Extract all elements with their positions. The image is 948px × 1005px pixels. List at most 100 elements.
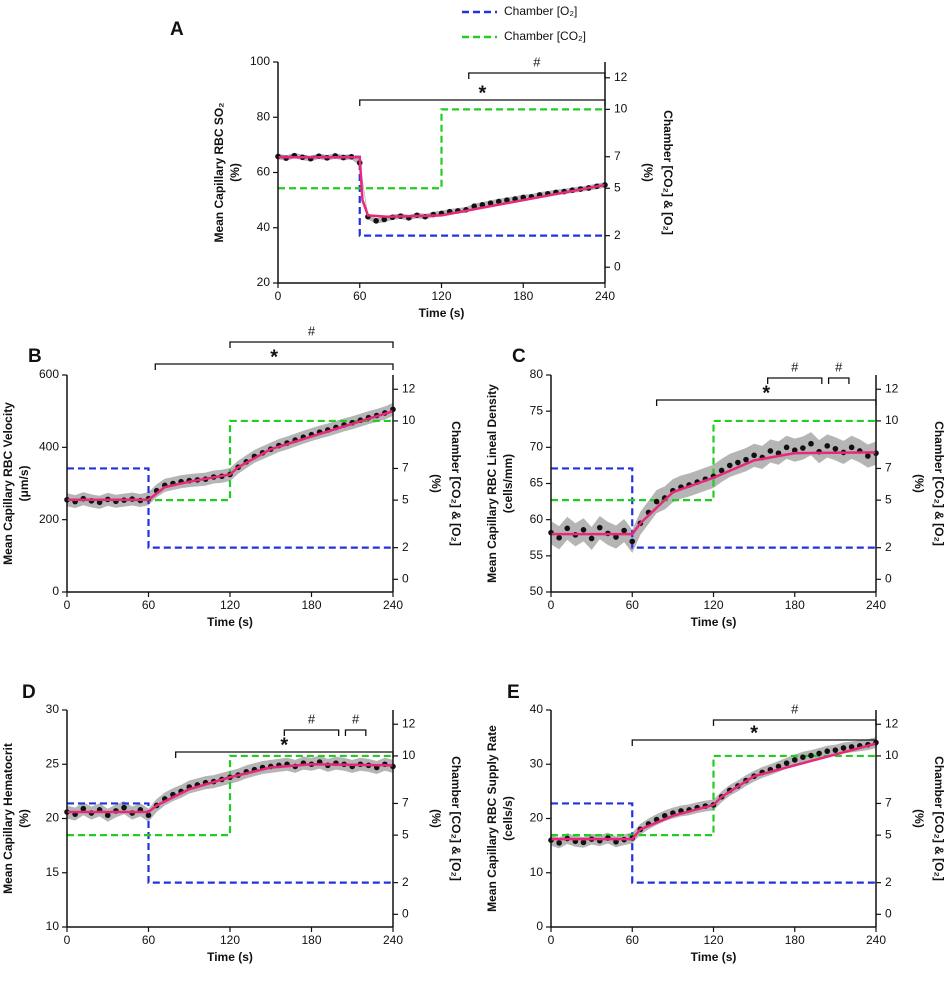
data-point — [564, 525, 571, 532]
panel-label: C — [512, 346, 526, 367]
y2-tick-label: 2 — [402, 540, 409, 554]
fit-line — [67, 762, 394, 814]
fit-line — [551, 451, 877, 536]
data-point — [653, 498, 660, 505]
y2-tick-label: 12 — [885, 716, 899, 730]
data-point — [613, 534, 619, 540]
y2-tick-label: 5 — [402, 827, 409, 841]
data-point — [104, 812, 111, 819]
panel-4: E 0 60 120 180 240 0 10 20 30 40 0 2 5 7 10 12 Time (s) Me… — [485, 682, 946, 964]
data-point — [783, 444, 790, 451]
x-tick-label: 180 — [301, 598, 321, 612]
significance-label: * — [750, 722, 758, 744]
chamber-line — [551, 754, 876, 837]
error-band — [67, 402, 393, 509]
x-tick-label: 180 — [785, 598, 805, 612]
significance-bracket — [655, 399, 877, 406]
significance-bracket — [283, 729, 340, 736]
y-axis-title: (%) — [228, 163, 242, 182]
panel-label: E — [507, 682, 520, 703]
chamber-line — [551, 419, 876, 502]
y2-axis-title: Chamber [CO₂] & [O₂] — [932, 421, 946, 546]
x-tick-label: 60 — [142, 598, 156, 612]
data-point — [487, 200, 494, 206]
y-tick-label: 40 — [530, 702, 544, 716]
data-point — [556, 840, 562, 846]
y2-tick-label: 2 — [402, 875, 409, 889]
x-tick-label: 0 — [64, 598, 71, 612]
error-band — [551, 432, 876, 553]
chamber-line — [67, 467, 393, 549]
chamber-line — [278, 108, 605, 190]
significance-label: # — [352, 711, 360, 726]
data-point — [848, 744, 855, 750]
y-tick-label: 10 — [530, 865, 544, 879]
y-axis-title: (cells/s) — [501, 796, 515, 841]
data-point — [800, 754, 806, 760]
y2-tick-label: 7 — [614, 149, 621, 163]
y-tick-label: 20 — [530, 811, 544, 825]
significance-bracket — [154, 363, 394, 370]
data-point — [613, 839, 619, 845]
y2-axis-title: (%) — [912, 809, 926, 828]
data-point — [800, 445, 806, 451]
data-point — [808, 752, 814, 759]
data-point — [726, 462, 733, 469]
y-axis-title: (μm/s) — [17, 465, 31, 501]
significance-label: * — [762, 382, 770, 404]
y-tick-label: 20 — [257, 275, 271, 289]
data-point — [629, 538, 636, 545]
significance-bracket — [359, 99, 606, 106]
panel-label: D — [22, 682, 36, 703]
y2-tick-label: 2 — [614, 228, 621, 242]
y-tick-label: 15 — [46, 865, 60, 879]
data-point — [381, 216, 388, 223]
data-point — [791, 757, 798, 763]
y-tick-label: 30 — [530, 756, 544, 770]
significance-bracket — [468, 72, 606, 79]
panel-label: A — [170, 19, 184, 40]
data-point — [471, 203, 478, 210]
x-tick-label: 120 — [431, 289, 451, 303]
significance-label: # — [791, 359, 799, 374]
data-point — [840, 745, 847, 751]
chamber-line — [278, 155, 605, 237]
y2-axis-title: Chamber [CO₂] & [O₂] — [449, 421, 463, 546]
y2-tick-label: 12 — [614, 70, 628, 84]
x-tick-label: 0 — [548, 598, 555, 612]
data-point — [832, 747, 839, 753]
y2-tick-label: 12 — [402, 716, 416, 730]
data-point — [775, 763, 782, 770]
chamber-line — [67, 754, 393, 837]
significance-label: * — [270, 346, 278, 368]
y2-tick-label: 7 — [402, 796, 409, 810]
x-axis-title: Time (s) — [207, 615, 253, 629]
significance-label: # — [308, 711, 316, 726]
data-point — [504, 197, 510, 203]
y-tick-label: 80 — [530, 367, 544, 381]
fit-line — [67, 409, 394, 502]
data-point — [580, 839, 587, 846]
panel-2: C 0 60 120 180 240 50 55 60 65 70 75 80 0 2 5 7 10 12 Time … — [485, 346, 946, 629]
significance-label: # — [791, 701, 799, 716]
y2-axis-title: (%) — [641, 163, 655, 182]
data-point — [718, 467, 725, 474]
y2-tick-label: 10 — [402, 748, 416, 762]
y2-tick-label: 0 — [402, 907, 409, 921]
significance-label: * — [478, 82, 486, 104]
y-tick-label: 0 — [52, 584, 59, 598]
x-tick-label: 180 — [513, 289, 533, 303]
x-tick-label: 240 — [866, 598, 886, 612]
significance-bracket — [767, 377, 823, 384]
y2-axis-title: Chamber [CO₂] & [O₂] — [449, 756, 463, 881]
data-point — [121, 804, 127, 811]
y2-tick-label: 5 — [885, 492, 892, 506]
chamber-line — [67, 419, 393, 502]
y2-tick-label: 10 — [885, 413, 899, 427]
x-tick-label: 240 — [595, 289, 615, 303]
y-tick-label: 80 — [257, 109, 271, 123]
y2-tick-label: 0 — [885, 907, 892, 921]
significance-bracket — [229, 341, 394, 348]
x-tick-label: 120 — [703, 933, 723, 947]
data-point — [80, 805, 87, 812]
